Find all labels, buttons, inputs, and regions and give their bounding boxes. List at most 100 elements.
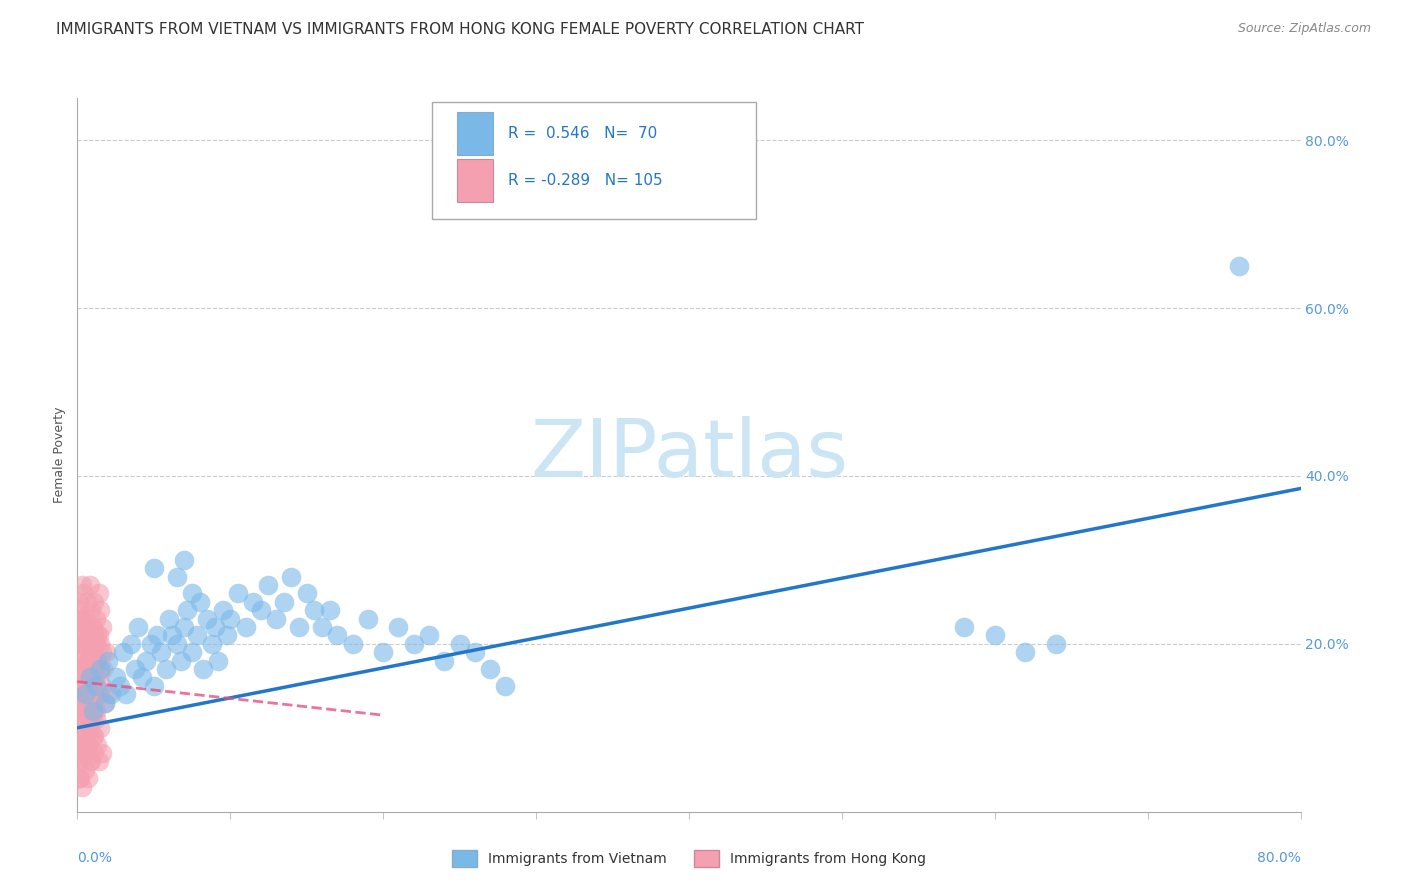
Point xyxy=(79,578,101,592)
Point xyxy=(90,645,112,659)
Text: R =  0.546   N=  70: R = 0.546 N= 70 xyxy=(508,127,657,141)
Point xyxy=(295,586,318,600)
Point xyxy=(76,620,98,634)
Point xyxy=(195,612,218,626)
Point xyxy=(128,620,150,634)
Point xyxy=(77,771,100,785)
Point xyxy=(280,569,302,583)
Point xyxy=(124,662,146,676)
Point xyxy=(84,670,107,684)
Point xyxy=(67,771,90,785)
Point xyxy=(76,654,98,668)
Point xyxy=(418,628,440,642)
Point xyxy=(166,569,188,583)
Point xyxy=(77,738,100,752)
Point xyxy=(984,628,1007,642)
Point xyxy=(242,595,264,609)
Point xyxy=(70,780,93,794)
Point xyxy=(495,679,517,693)
Point xyxy=(67,687,90,701)
Point xyxy=(84,679,107,693)
Text: 0.0%: 0.0% xyxy=(77,851,112,865)
Point xyxy=(69,612,91,626)
Point xyxy=(250,603,273,617)
Point xyxy=(217,628,239,642)
Point xyxy=(94,696,117,710)
Text: Source: ZipAtlas.com: Source: ZipAtlas.com xyxy=(1237,22,1371,36)
Point xyxy=(186,628,208,642)
Point xyxy=(82,729,104,743)
Bar xyxy=(457,159,494,202)
Point xyxy=(72,637,94,651)
Point xyxy=(76,620,98,634)
Point xyxy=(83,704,105,718)
Point xyxy=(76,595,98,609)
Point xyxy=(464,645,486,659)
Point xyxy=(84,637,107,651)
Point xyxy=(69,696,91,710)
Point xyxy=(87,628,110,642)
Y-axis label: Female Poverty: Female Poverty xyxy=(52,407,66,503)
Point xyxy=(77,687,100,701)
Point xyxy=(67,620,90,634)
Point xyxy=(80,603,103,617)
Point xyxy=(72,612,94,626)
Point xyxy=(96,645,118,659)
Point xyxy=(191,662,214,676)
Point xyxy=(84,704,107,718)
Point xyxy=(176,603,198,617)
Point xyxy=(120,637,142,651)
Point xyxy=(86,738,108,752)
Point xyxy=(70,729,93,743)
Point xyxy=(89,637,111,651)
Point xyxy=(79,628,101,642)
Point xyxy=(69,670,91,684)
Text: ZIPatlas: ZIPatlas xyxy=(530,416,848,494)
Point xyxy=(76,679,98,693)
Point xyxy=(1229,259,1251,273)
Point xyxy=(76,704,98,718)
Point xyxy=(188,595,211,609)
Point xyxy=(204,620,226,634)
Point xyxy=(155,662,177,676)
Point xyxy=(219,612,242,626)
Point xyxy=(170,654,193,668)
Point xyxy=(201,637,224,651)
Point xyxy=(80,687,103,701)
Text: R = -0.289   N= 105: R = -0.289 N= 105 xyxy=(508,173,662,187)
Point xyxy=(79,755,101,769)
Point xyxy=(69,603,91,617)
Point xyxy=(211,603,233,617)
Point xyxy=(83,670,105,684)
Point xyxy=(84,612,107,626)
Point xyxy=(90,679,112,693)
Point xyxy=(449,637,471,651)
Point xyxy=(226,586,249,600)
Point xyxy=(83,729,105,743)
Point xyxy=(288,620,311,634)
FancyBboxPatch shape xyxy=(432,102,756,219)
Point xyxy=(73,637,96,651)
Point xyxy=(83,595,105,609)
Point xyxy=(173,553,195,567)
Point xyxy=(108,679,131,693)
Point xyxy=(257,578,280,592)
Point xyxy=(72,746,94,760)
Point xyxy=(73,612,96,626)
Point xyxy=(87,687,110,701)
Point xyxy=(318,603,340,617)
Point xyxy=(90,746,112,760)
Point xyxy=(89,662,111,676)
Point xyxy=(82,620,104,634)
Point xyxy=(115,687,138,701)
Point xyxy=(82,696,104,710)
Point xyxy=(87,586,110,600)
Point xyxy=(70,696,93,710)
Point xyxy=(67,679,90,693)
Point xyxy=(139,637,162,651)
Point xyxy=(104,670,127,684)
Point xyxy=(69,738,91,752)
Point xyxy=(72,729,94,743)
Point xyxy=(100,687,122,701)
Point xyxy=(69,755,91,769)
